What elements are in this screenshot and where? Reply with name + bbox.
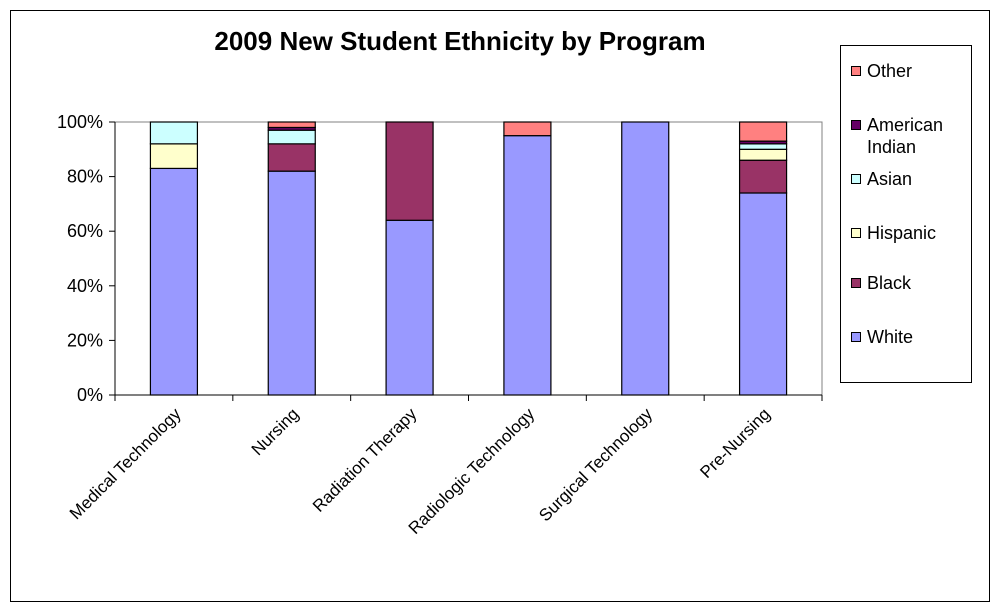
x-tick-label: Radiation Therapy xyxy=(309,404,421,516)
bar-segment xyxy=(385,121,434,221)
legend-label: White xyxy=(867,327,914,347)
legend-label: Asian xyxy=(867,169,913,189)
bar-segment xyxy=(738,192,788,396)
x-tick-label: Surgical Technology xyxy=(535,404,656,525)
x-tick-label: Pre-Nursing xyxy=(696,404,774,482)
bar-segment xyxy=(503,121,552,137)
bar-segment xyxy=(267,170,316,396)
bar-segment xyxy=(621,121,670,396)
bar-segment xyxy=(267,129,316,145)
legend-label: Other xyxy=(867,61,913,81)
y-tick-label: 20% xyxy=(67,330,103,350)
y-tick-label: 60% xyxy=(67,221,103,241)
legend-swatch xyxy=(851,120,861,130)
bar-segment xyxy=(385,219,434,396)
bar-segment xyxy=(149,167,199,396)
bar-segment xyxy=(267,121,316,129)
y-tick-label: 80% xyxy=(67,167,103,187)
legend-label: American Indian xyxy=(867,115,944,157)
bar-segment xyxy=(738,143,788,150)
legend: Other American Indian Asian Hispanic Black Wh… xyxy=(840,45,972,383)
bar-segment xyxy=(738,148,788,161)
bar-segment xyxy=(267,143,316,172)
bar-segment xyxy=(738,121,788,142)
x-tick-label: Medical Technology xyxy=(66,404,185,523)
chart-title: 2009 New Student Ethnicity by Program xyxy=(214,26,706,56)
y-tick-label: 0% xyxy=(77,385,103,405)
bar-segment xyxy=(738,159,788,194)
legend-swatch xyxy=(851,332,861,342)
y-tick-label: 100% xyxy=(57,112,103,132)
legend-label: Hispanic xyxy=(867,223,937,243)
x-tick-label: Radiologic Technology xyxy=(405,404,539,538)
bar-segment xyxy=(149,121,199,145)
legend-label: Black xyxy=(867,273,912,293)
plot-border xyxy=(114,121,823,396)
bar-segment xyxy=(503,135,552,396)
y-tick-label: 40% xyxy=(67,276,103,296)
x-tick-label: Nursing xyxy=(248,404,303,459)
legend-swatch xyxy=(851,278,861,288)
legend-swatch xyxy=(851,228,861,238)
legend-swatch xyxy=(851,66,861,76)
legend-swatch xyxy=(851,174,861,184)
bar-segment xyxy=(149,143,199,170)
